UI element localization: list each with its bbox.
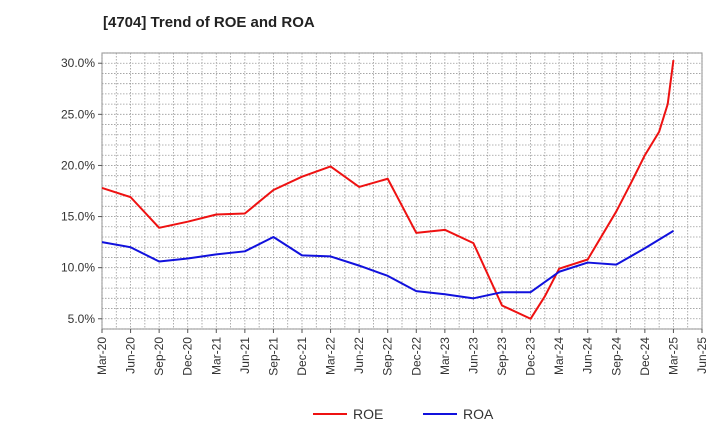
y-axis: 5.0% 10.0% 15.0% 20.0% 25.0% 30.0% (61, 56, 102, 326)
chart-title: [4704] Trend of ROE and ROA (103, 14, 315, 31)
grid-lines (101, 52, 703, 330)
x-tick-label: Jun-20 (124, 337, 138, 374)
x-tick-label: Sep-23 (495, 337, 509, 376)
x-tick-label: Dec-21 (295, 337, 309, 376)
y-tick-label: 10.0% (61, 261, 95, 275)
x-tick-label: Sep-20 (152, 337, 166, 376)
x-tick-label: Mar-24 (552, 337, 566, 375)
x-tick-label: Dec-20 (181, 337, 195, 376)
series-lines (101, 60, 675, 320)
x-tick-label: Jun-24 (581, 337, 595, 374)
x-tick-label: Dec-24 (638, 337, 652, 376)
x-tick-label: Mar-21 (209, 337, 223, 375)
x-axis: Mar-20 Jun-20 Sep-20 Dec-20 Mar-21 Jun-21 Sep-… (95, 329, 709, 376)
y-tick-label: 5.0% (68, 312, 96, 326)
y-tick-label: 30.0% (61, 56, 95, 70)
y-tick-label: 15.0% (61, 210, 95, 224)
x-tick-label: Jun-21 (238, 337, 252, 374)
y-tick-label: 20.0% (61, 158, 95, 172)
x-tick-label: Mar-20 (95, 337, 109, 375)
legend: ROE ROA (313, 406, 494, 422)
x-tick-label: Jun-22 (352, 337, 366, 374)
x-tick-label: Mar-23 (438, 337, 452, 375)
series-line-roa (101, 230, 674, 300)
y-tick-label: 25.0% (61, 107, 95, 121)
x-tick-label: Mar-25 (666, 337, 680, 375)
x-tick-label: Sep-24 (609, 337, 623, 376)
x-tick-label: Dec-23 (524, 337, 538, 376)
legend-label-roa: ROA (463, 406, 494, 422)
x-tick-label: Jun-23 (466, 337, 480, 374)
legend-label-roe: ROE (353, 406, 383, 422)
x-tick-label: Dec-22 (409, 337, 423, 376)
x-tick-label: Jun-25 (695, 337, 709, 374)
series-line-roe (101, 60, 675, 320)
x-tick-label: Sep-22 (381, 337, 395, 376)
x-tick-label: Sep-21 (266, 337, 280, 376)
x-tick-label: Mar-22 (324, 337, 338, 375)
